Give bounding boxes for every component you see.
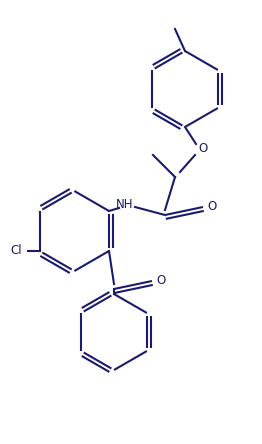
Text: O: O xyxy=(156,274,166,288)
Text: NH: NH xyxy=(116,198,134,211)
Text: Cl: Cl xyxy=(10,245,21,258)
Text: O: O xyxy=(198,143,208,155)
Text: O: O xyxy=(208,201,217,214)
